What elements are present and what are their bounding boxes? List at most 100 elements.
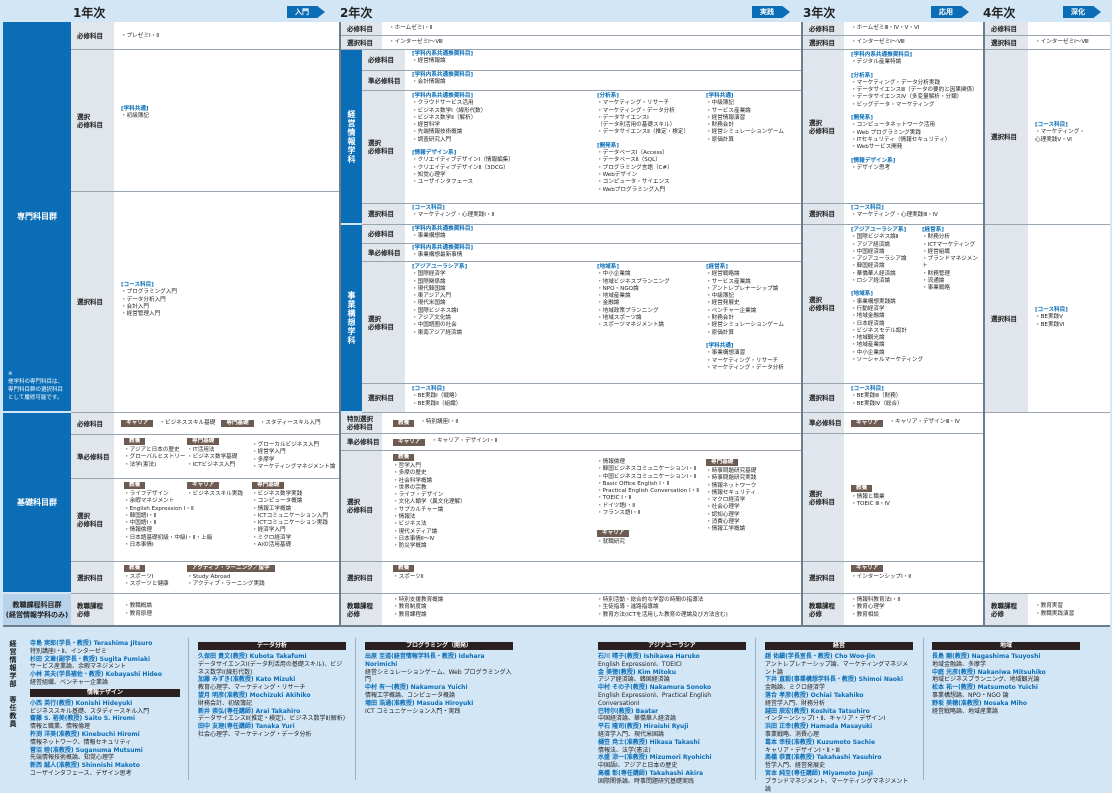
year-divider (983, 22, 985, 626)
column: [地域系] ・中小企業論 ・地域ビジネスプランニング ・NPO・NGO論 ・地域産業論・… (597, 264, 670, 330)
course-item: ・アジア経済論 (851, 241, 890, 248)
course-item: ・教育方法(ICTを活用した教育の理論及び方法含む) (597, 611, 728, 618)
category-tag-row: 専門基礎 (252, 481, 328, 491)
course-item: ・データサイエンスⅣ（多変量解析・分類） (851, 94, 963, 101)
y1-basic-required-list: キャリア ・ビジネススキル基礎 専門基礎 ・スタディースキル入門 (121, 413, 339, 434)
faculty-member-subjects: 地域金融論、多摩学 (932, 660, 987, 668)
category-tag: アクティブ・ラーニング／留学 (187, 565, 275, 572)
y3-mi-elective: [コース科目] ・マーケティング・心理実践Ⅲ・Ⅳ (844, 204, 983, 225)
course-item: ・ホームゼミⅠ・Ⅱ (389, 24, 433, 31)
y1-basic-elective: 教養 ・スポーツⅠ ・スポーツと健康 アクティブ・ラーニング／留学 ・Study Ab… (114, 562, 339, 594)
course-item: ・キャリア・デザインⅠ・Ⅱ (431, 438, 498, 445)
faculty-member-name: 松本 祐一(教授) Matsumoto Yuichi (932, 684, 1038, 692)
label-elective: 選択科目 (803, 204, 844, 225)
course-item: ・国際ビジネス論Ⅱ (851, 234, 899, 241)
course-item: ・財務会計 (706, 315, 734, 322)
label-teaching-required: 教職課程 必修 (985, 594, 1028, 626)
category-heading: [学科内系共通推奨科目] (412, 226, 474, 232)
course-item: ・ビジネススキル実践 (187, 491, 243, 497)
category-heading: [コース科目] (1035, 307, 1068, 313)
y2-elective: ・インターゼミⅠ～Ⅷ (382, 36, 801, 50)
course-item: ・ビジネス数学Ⅰ（線形代数） (412, 107, 487, 114)
faculty-member-subjects: ビジネススキル基礎、スタディースキル入門 (30, 707, 150, 715)
faculty-member-name: 越田 辰宏(教授) Koshita Tatsuhiro (765, 707, 870, 715)
course-item: ・哲学入門 (393, 463, 421, 469)
category-tag: 教養 (393, 565, 415, 572)
year-4-heading: 4年次 (983, 6, 1016, 20)
y2-required: ・ホームゼミⅠ・Ⅱ (382, 22, 801, 36)
column: [アジアユーラシア系] ・国際ビジネス論Ⅱ ・アジア経済論 ・中国経済論 ・アジアユーラ… (851, 227, 923, 364)
course-item: ・マクロ経済学 (706, 497, 746, 504)
course-item: ・先端情報技術概論 (412, 129, 463, 136)
category-heading: [コース科目] (121, 282, 154, 288)
year-divider (801, 22, 803, 626)
faculty-member-name: 久保田 貴文(教授) Kubota Takafumi (198, 653, 307, 660)
course-item: ・就職研究 (597, 539, 625, 546)
course-item: ・クラウドサービス活用 (412, 100, 474, 107)
course-item: ・ホームゼミⅢ・Ⅳ・Ⅴ・Ⅵ (851, 24, 920, 31)
course-item: ・国際経済学 (412, 271, 446, 278)
course-item: ・グローカルビジネス入門 (252, 442, 320, 448)
course-item: ・マーケティング・ (1035, 129, 1085, 136)
course-item: ・経営管理入門 (121, 311, 161, 318)
faculty-title: 経営情報学部 専任教員 (9, 640, 17, 728)
course-item: ・地域スポーツ論 (597, 315, 642, 322)
course-item: ・情報と職業 (851, 494, 885, 500)
course-item: ・現代韓国論 (412, 285, 446, 292)
y4-bd-elective: [コース科目] ・BE実践Ⅴ ・BE実践Ⅵ (1028, 225, 1110, 413)
course-item: ・プログラミング言語（C#） (597, 164, 673, 171)
list: ・教育実習 ・教職実践演習 (1035, 603, 1074, 618)
course-item: ・情報倫理 (124, 527, 152, 534)
course-item: ・事業構想最新事情 (412, 252, 463, 259)
faculty-section-header: 地域 (932, 642, 1080, 650)
course-item: ・現代米国論 (412, 300, 446, 307)
category-tag-row: 教養 (124, 564, 169, 574)
divider (355, 638, 356, 780)
column: [アジアユーラシア系] ・国際経済学 ・国際関係論 ・現代韓国論 ・東アジア入門 ・現代米… (412, 264, 467, 337)
column: [経営系] ・財務分析 ・ICTマーケティング ・経営組織 ・ブランドマネジメント ・財務… (922, 227, 983, 293)
course-item: ・スポーツⅠ (124, 574, 154, 580)
y1-elective-required: [学科共通] ・初級簿記 (114, 50, 339, 192)
group-note: ※ 他学科の専門科目は、 専門科目群の選択科目 として履修可能です。 (8, 371, 64, 401)
course-item: ・コンピュータ・サイエンス (597, 179, 670, 186)
course-item: ・ライフデザイン (124, 491, 169, 497)
course-item: ・行動経済学 (851, 305, 885, 312)
course-item: ・IT活用法 (187, 447, 215, 453)
faculty-member-subjects: インターンシップⅠ・Ⅱ、キャリア・デザインⅠ (765, 715, 886, 723)
y2-bd-semi-required: [学科内系共通推奨科目] ・事業構想最新事情 (405, 244, 801, 262)
column: 教養 ・哲学入門 ・多摩の歴史 ・社会科学概論 ・世界の宗教 ・ライフ・デザイン ・文化人類… (393, 453, 466, 551)
category-tag: 専門基礎 (187, 438, 220, 445)
column: 専門基礎 ・時事問題研究基礎 ・時事問題研究実践 ・情報ネットワーク ・情報セキュリティ… (706, 458, 756, 534)
column: 教養 ・アジアと日本の歴史 ・グローバルヒストリー ・法学(憲法) (124, 437, 185, 469)
course-item: ・韓国経済論 (851, 263, 885, 270)
label-elective: 選択科目 (341, 36, 382, 50)
category-heading: [学科内系共通推奨科目] (412, 72, 474, 78)
category-tag: キャリア (597, 530, 630, 538)
label-teaching-required: 教職課程 必修 (341, 594, 382, 626)
course-item: ・原価計算 (706, 329, 734, 336)
faculty-member-subjects: 国際関係論、時事問題研究基礎実践 (598, 777, 695, 785)
category-heading: [地域系] (597, 264, 619, 270)
label-elective-required: 選択 必修科目 (71, 50, 114, 192)
category-heading: [コース科目] (412, 386, 445, 392)
y3-bd-elective: [コース科目] ・BE実践Ⅲ（財務） ・BE実践Ⅳ（総合） (844, 384, 983, 413)
course-item: ・認知心理学 (706, 511, 740, 518)
column: ・情報倫理 ・韓国ビジネスコミュニケーションⅠ・Ⅱ ・中国ビジネスコミュニケーション… (597, 453, 699, 547)
faculty-member-subjects: 金融論、ミクロ経済学 (765, 684, 826, 692)
label-semi-required: 準必修科目 (71, 435, 114, 479)
category-tag: 専門基礎 (252, 482, 285, 489)
category-tag: 専門基礎 (706, 459, 739, 466)
course-item: ・特別支援教育概論 (393, 597, 444, 603)
label-elective-required: 選択 必修科目 (362, 262, 405, 384)
course-item: ・生徒指導・進路指導論 (597, 604, 659, 611)
label-elective-required: 選択 必修科目 (803, 225, 844, 384)
course-item: ・サブカルチャー論 (393, 506, 444, 513)
category-tag: キャリア (121, 420, 154, 427)
course-item: ・データ分析入門 (121, 296, 166, 303)
category-heading: [コース科目] (851, 205, 884, 211)
course-item: ・Webサービス開発 (851, 144, 903, 151)
faculty-member-name: 下井 直毅(事業構想学科長・教授) Shimoi Naoki (765, 676, 904, 684)
course-item: ・ICTビジネス入門 (187, 461, 236, 468)
category-heading: [学科共通] (121, 106, 149, 112)
course-item: ・国際関係論 (412, 278, 446, 285)
